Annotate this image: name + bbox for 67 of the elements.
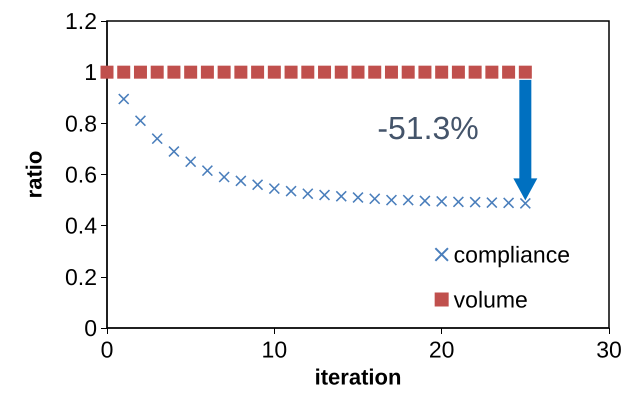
point (334, 66, 348, 79)
point (503, 197, 514, 208)
point (468, 66, 482, 79)
point (235, 175, 246, 186)
point (200, 66, 214, 79)
point (436, 196, 448, 207)
point (268, 183, 280, 194)
point (520, 198, 531, 209)
point (518, 66, 532, 79)
point (251, 66, 264, 79)
point (402, 66, 415, 79)
x-tick-label: 10 (262, 336, 288, 362)
point (184, 66, 198, 79)
point (352, 66, 364, 79)
point (418, 66, 432, 79)
point (150, 66, 164, 79)
point (318, 66, 332, 79)
y-tick-label: 0.2 (65, 264, 97, 290)
point (419, 195, 430, 206)
point (185, 156, 196, 168)
point (368, 66, 382, 79)
point (286, 186, 297, 197)
point (117, 66, 130, 79)
x-axis-title: iteration (314, 364, 402, 390)
point (452, 196, 464, 208)
point (234, 66, 248, 79)
point (369, 193, 380, 204)
point (352, 192, 364, 204)
point (402, 194, 414, 206)
point (134, 115, 146, 126)
point (470, 196, 481, 208)
point (302, 188, 314, 200)
point (167, 66, 180, 79)
y-tick-label: 0.6 (65, 162, 97, 188)
point (252, 179, 264, 190)
point (301, 66, 314, 79)
y-tick-label: 0.8 (65, 110, 97, 136)
y-tick-label: 0 (84, 315, 97, 341)
point (319, 189, 330, 200)
y-axis-title: ratio (22, 150, 46, 198)
point (435, 66, 448, 79)
point (452, 66, 465, 79)
point (336, 190, 347, 202)
point (118, 94, 130, 105)
point (386, 194, 397, 206)
legend-label: compliance (454, 242, 570, 268)
point (218, 172, 230, 183)
point (485, 66, 498, 79)
point (284, 66, 298, 79)
point (486, 197, 498, 208)
x-tick-label: 0 (100, 336, 114, 362)
y-tick-label: 1 (84, 59, 97, 86)
point (202, 165, 213, 176)
legend-label: volume (454, 286, 528, 312)
x-tick-label: 30 (596, 336, 622, 362)
point (134, 66, 147, 79)
point (218, 66, 231, 79)
point (168, 146, 180, 157)
x-tick-label: 20 (428, 336, 454, 362)
point (152, 133, 163, 144)
annotation: -51.3% (377, 110, 479, 146)
point (268, 66, 281, 79)
point (384, 66, 398, 79)
point (502, 66, 516, 79)
point (100, 66, 114, 79)
y-tick-label: 1.2 (65, 8, 97, 34)
y-tick-label: 0.4 (65, 212, 98, 239)
